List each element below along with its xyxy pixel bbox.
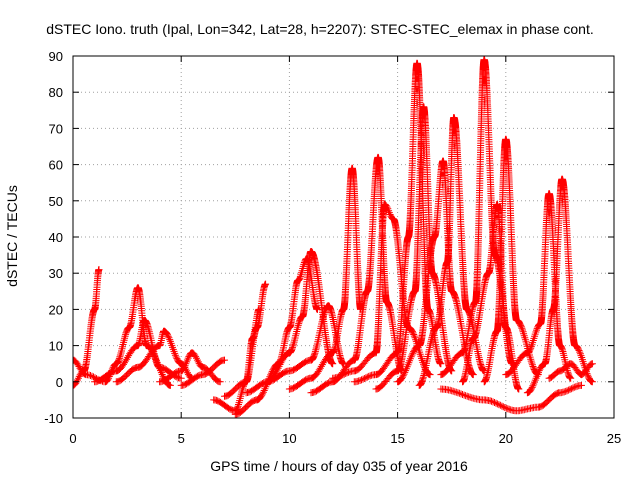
y-tick-label: 30 — [49, 266, 63, 281]
y-axis: -10 0 10 20 30 40 50 60 70 80 90 — [44, 49, 614, 426]
series-arc3 — [91, 316, 185, 386]
series-arc5 — [156, 349, 224, 386]
y-axis-label: dSTEC / TECUs — [4, 185, 20, 287]
series-arc2 — [73, 284, 174, 389]
chart-title: dSTEC Iono. truth (Ipal, Lon=342, Lat=28… — [46, 21, 593, 37]
x-axis: 0 5 10 15 20 25 — [69, 56, 621, 446]
x-tick-label: 20 — [499, 431, 513, 446]
series-markers — [91, 316, 185, 386]
series-arc19 — [437, 56, 516, 379]
series-markers — [394, 157, 477, 386]
series-arc24 — [523, 175, 596, 397]
series-arc1 — [73, 266, 103, 389]
x-tick-label: 0 — [69, 431, 76, 446]
series-arc17 — [394, 157, 477, 386]
series-markers — [372, 103, 456, 393]
series-markers — [437, 381, 585, 415]
series-arc21 — [480, 135, 542, 386]
y-tick-label: 90 — [49, 49, 63, 64]
series-arc25 — [545, 360, 596, 382]
series-markers — [73, 284, 174, 389]
series-markers — [480, 135, 542, 386]
y-tick-label: 10 — [49, 339, 63, 354]
y-tick-label: 70 — [49, 121, 63, 136]
y-tick-label: 40 — [49, 230, 63, 245]
series-markers — [264, 302, 347, 386]
y-tick-label: 60 — [49, 158, 63, 173]
series-markers — [73, 266, 103, 389]
plot-area — [73, 56, 596, 418]
y-tick-label: -10 — [44, 411, 63, 426]
x-tick-label: 15 — [390, 431, 404, 446]
series-markers — [437, 56, 516, 379]
series-markers — [545, 360, 596, 382]
series-arc8 — [221, 305, 263, 400]
x-tick-label: 5 — [178, 431, 185, 446]
series-arc22 — [437, 381, 585, 415]
series-arc11 — [264, 302, 347, 386]
y-tick-label: 50 — [49, 194, 63, 209]
series-markers — [156, 349, 224, 386]
x-axis-label: GPS time / hours of day 035 of year 2016 — [210, 458, 468, 474]
y-tick-label: 0 — [56, 375, 63, 390]
series-markers — [177, 356, 228, 389]
y-tick-label: 20 — [49, 302, 63, 317]
x-tick-label: 25 — [607, 431, 621, 446]
series-markers — [523, 175, 596, 397]
series-markers — [285, 164, 365, 393]
series-markers — [221, 305, 263, 400]
series-arc12 — [285, 164, 365, 393]
y-tick-label: 80 — [49, 85, 63, 100]
series-arc16 — [372, 103, 456, 393]
series-arc6 — [177, 356, 228, 389]
x-tick-label: 10 — [282, 431, 296, 446]
